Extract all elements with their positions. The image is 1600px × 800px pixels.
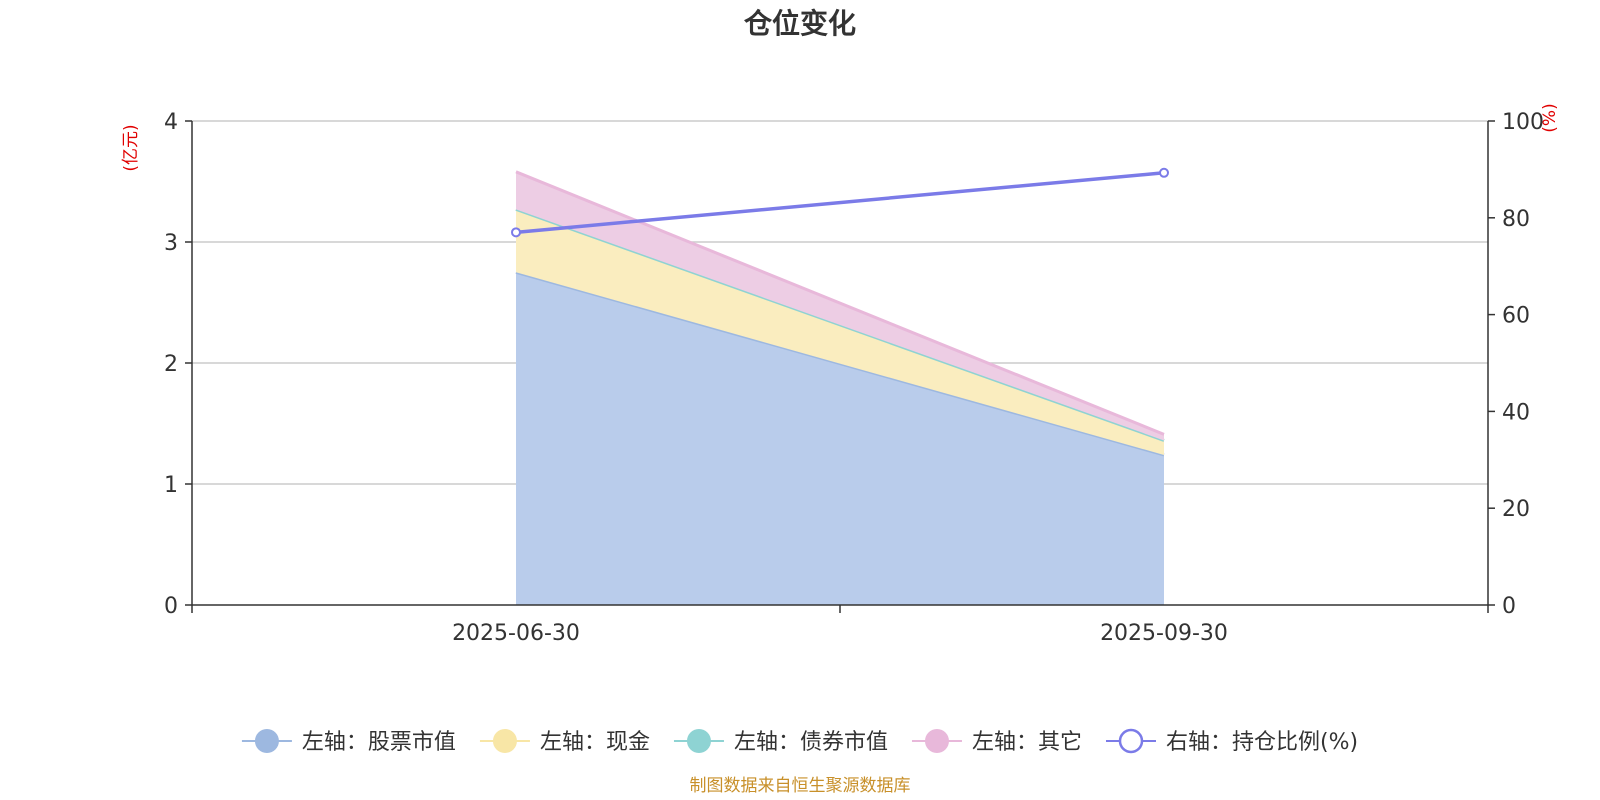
area-左轴：股票市值 <box>516 272 1164 605</box>
line-右轴：持仓比例(%) <box>515 171 1165 235</box>
legend-label: 左轴：债券市值 <box>734 730 888 755</box>
right-axis-tick-label: 20 <box>1502 497 1530 522</box>
data-source-note: 制图数据来自恒生聚源数据库 <box>690 776 911 796</box>
right-axis-tick-label: 60 <box>1502 304 1530 329</box>
line-series <box>511 167 1169 238</box>
legend-item: 左轴：股票市值 <box>241 729 456 755</box>
left-axis-tick-label: 3 <box>164 231 178 256</box>
legend-marker <box>254 729 279 753</box>
legend-item: 左轴：现金 <box>479 729 650 755</box>
legend-label: 右轴：持仓比例(%) <box>1166 730 1358 755</box>
legend-marker <box>1118 728 1144 754</box>
right-axis-tick-label: 80 <box>1502 207 1530 232</box>
area-左轴：现金 <box>516 209 1164 455</box>
area-edge-左轴：其它 <box>515 170 1165 436</box>
chart-title: 仓位变化 <box>744 7 856 40</box>
legend-item: 左轴：债券市值 <box>673 729 888 755</box>
left-axis-tick-label: 1 <box>164 473 178 498</box>
left-axis-unit: (亿元) <box>121 124 141 171</box>
right-axis-tick-label: 100 <box>1502 110 1544 135</box>
left-axis-tick-label: 4 <box>164 110 178 135</box>
area-series <box>515 170 1165 605</box>
x-axis-tick-label: 2025-06-30 <box>452 621 580 646</box>
x-axis-tick-label: 2025-09-30 <box>1100 621 1228 646</box>
legend-item: 左轴：其它 <box>911 729 1082 755</box>
line-point <box>1159 167 1169 178</box>
legend-marker <box>924 729 949 753</box>
right-axis-tick-label: 40 <box>1502 400 1530 425</box>
legend-label: 左轴：现金 <box>540 730 650 755</box>
legend-marker <box>492 729 517 753</box>
right-axis-unit: (%) <box>1540 103 1560 132</box>
right-axis-tick-label: 0 <box>1502 594 1516 619</box>
legend-label: 左轴：其它 <box>972 730 1082 755</box>
left-axis-tick-label: 2 <box>164 352 178 377</box>
legend: 左轴：股票市值 左轴：现金 左轴：债券市值 左轴：其它 右轴：持仓比例(%) <box>241 728 1358 755</box>
line-point <box>511 227 521 238</box>
left-axis-tick-label: 0 <box>164 594 178 619</box>
legend-marker <box>686 729 711 753</box>
legend-label: 左轴：股票市值 <box>302 730 456 755</box>
legend-item: 右轴：持仓比例(%) <box>1105 728 1358 755</box>
